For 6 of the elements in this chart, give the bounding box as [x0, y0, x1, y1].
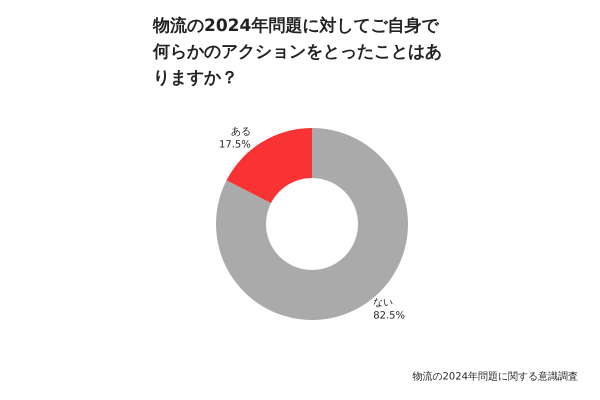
- chart-title: 物流の2024年問題に対してご自身で何らかのアクションをとったことはありますか？: [152, 16, 442, 88]
- data-label: 82.5%: [373, 310, 406, 322]
- text: 物流の2024年問題に関する意識調査: [412, 370, 578, 382]
- slice-label: ある: [230, 126, 251, 138]
- slice-label: ない: [373, 297, 394, 308]
- data-label: 17.5%: [218, 140, 251, 151]
